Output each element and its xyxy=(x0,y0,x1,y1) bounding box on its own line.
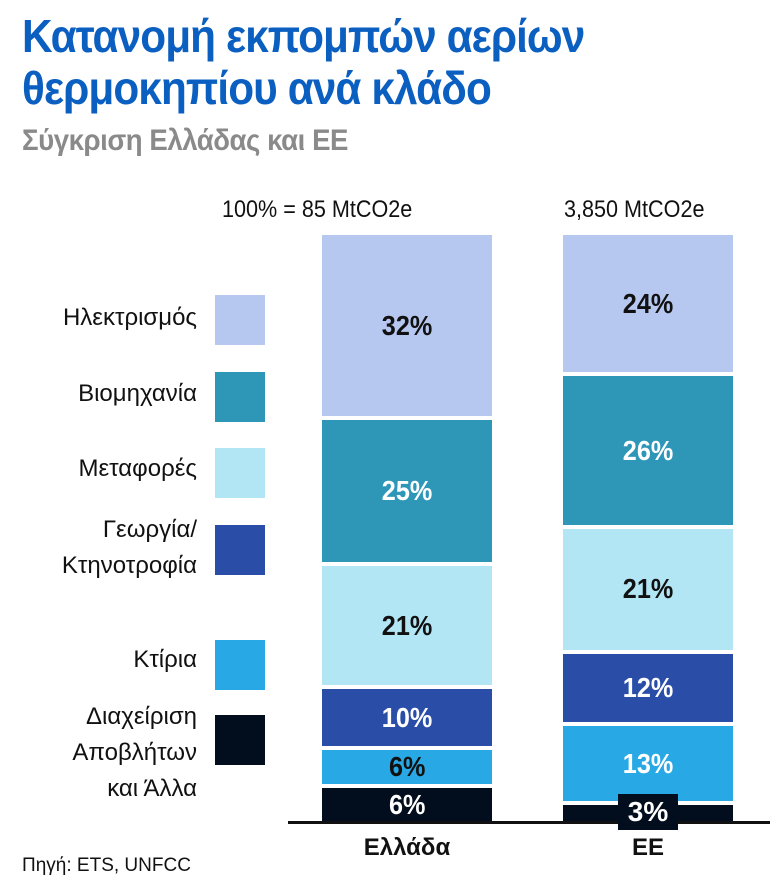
title-line-1: Κατανομή εκπομπών αερίων xyxy=(22,10,585,62)
total-eu: 3,850 MtCO2e xyxy=(564,196,705,223)
legend-swatch xyxy=(215,372,265,422)
chart-title: Κατανομή εκπομπών αερίων θερμοκηπίου ανά… xyxy=(22,10,585,114)
bar-segment: 21% xyxy=(322,566,492,686)
legend-swatch xyxy=(215,448,265,498)
data-label: 25% xyxy=(381,475,433,507)
data-label: 3% xyxy=(618,794,678,830)
x-axis-line xyxy=(288,821,770,824)
bar-segment: 13% xyxy=(563,726,733,801)
bar-segment: 12% xyxy=(563,653,733,723)
data-label: 26% xyxy=(622,434,674,466)
title-line-2: θερμοκηπίου ανά κλάδο xyxy=(22,62,492,114)
legend-label: Γεωργία/ Κτηνοτροφία xyxy=(61,516,197,579)
bar-segment: 6% xyxy=(322,787,492,822)
x-label-greece: Ελλάδα xyxy=(363,834,451,861)
source-note: Πηγή: ETS, UNFCC xyxy=(22,855,191,876)
data-label: 12% xyxy=(622,671,674,703)
bar-segment: 25% xyxy=(322,420,492,563)
bar-segment: 6% xyxy=(322,749,492,784)
legend-swatch xyxy=(215,715,265,765)
legend-swatch xyxy=(215,525,265,575)
bar-segment: 21% xyxy=(563,529,733,650)
data-label: 13% xyxy=(622,747,674,779)
bar-segment: 10% xyxy=(322,689,492,746)
legend-label: Μεταφορές xyxy=(78,455,197,482)
bar-segment: 26% xyxy=(563,376,733,526)
chart-subtitle: Σύγκριση Ελλάδας και ΕΕ xyxy=(22,124,349,157)
bar-segment: 32% xyxy=(322,235,492,417)
data-label: 21% xyxy=(622,573,674,605)
total-greece: 100% = 85 MtCO2e xyxy=(222,196,413,223)
data-label: 6% xyxy=(388,750,426,782)
data-label: 21% xyxy=(381,609,433,641)
data-label: 6% xyxy=(388,788,426,820)
x-label-eu: ΕΕ xyxy=(631,834,664,861)
legend-swatch xyxy=(215,295,265,345)
legend-swatch xyxy=(215,640,265,690)
legend-label: Ηλεκτρισμός xyxy=(62,304,197,331)
bar-segment: 24% xyxy=(563,235,733,373)
data-label: 24% xyxy=(622,287,674,319)
legend-label: Βιομηχανία xyxy=(78,380,197,407)
data-label: 10% xyxy=(381,701,433,733)
legend-label: Διαχείριση Αποβλήτων και Άλλα xyxy=(72,703,197,802)
data-label: 32% xyxy=(381,309,433,341)
legend-label: Κτίρια xyxy=(133,646,197,673)
